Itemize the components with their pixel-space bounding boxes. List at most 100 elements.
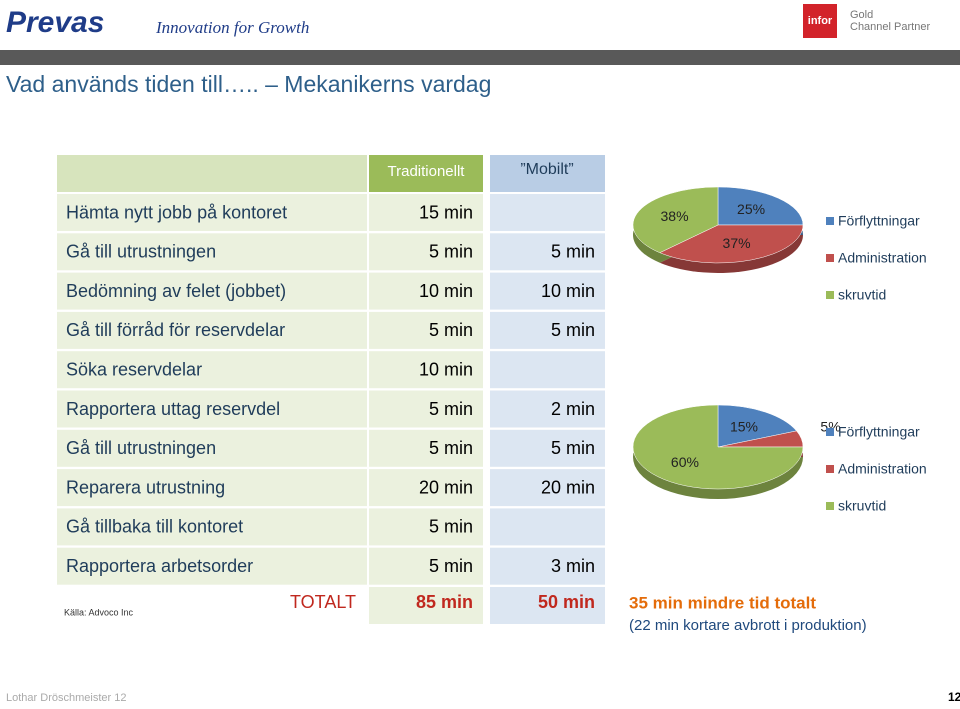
slice-label: 15% xyxy=(730,418,758,434)
header-cell xyxy=(490,155,605,192)
slice-label: 37% xyxy=(723,235,751,251)
trad-value: 20 min xyxy=(419,477,473,497)
trad-cell xyxy=(369,311,483,349)
partner-logo: infor xyxy=(808,15,833,27)
row-label: Rapportera uttag reservdel xyxy=(66,399,280,419)
legend-label: Förflyttningar xyxy=(838,424,920,440)
slice xyxy=(632,186,719,253)
label-cell xyxy=(57,311,367,349)
callout-headline: 35 min mindre tid totalt xyxy=(629,593,816,612)
row-label: Söka reservdelar xyxy=(66,359,202,379)
total-label: TOTALT xyxy=(290,592,356,612)
partner-logo-box xyxy=(803,4,837,38)
label-cell xyxy=(57,508,367,546)
trad-value: 10 min xyxy=(419,359,473,379)
row-label: Gå tillbaka till kontoret xyxy=(66,517,243,537)
column-header: ”Mobilt” xyxy=(520,161,573,178)
total-trad: 85 min xyxy=(416,592,473,612)
callout-note: (22 min kortare avbrott i produktion) xyxy=(629,617,867,634)
slice-label: 25% xyxy=(737,201,765,217)
header-cell xyxy=(369,155,483,192)
row-label: Gå till utrustningen xyxy=(66,242,216,262)
slice xyxy=(717,186,804,226)
mobile-cell xyxy=(490,587,605,624)
row-label: Reparera utrustning xyxy=(66,477,225,497)
trad-value: 5 min xyxy=(429,556,473,576)
slice-label: 60% xyxy=(671,454,699,470)
row-label: Bedömning av felet (jobbet) xyxy=(66,281,286,301)
total-mobile: 50 min xyxy=(538,592,595,612)
mobile-cell xyxy=(490,233,605,271)
slice xyxy=(717,404,797,448)
mobile-cell xyxy=(490,547,605,585)
label-cell xyxy=(57,272,367,310)
page-number: 12 xyxy=(948,690,960,704)
legend-label: skruvtid xyxy=(838,498,886,514)
mobile-value: 5 min xyxy=(551,438,595,458)
mobile-value: 20 min xyxy=(541,477,595,497)
header-bar xyxy=(0,50,960,65)
row-label: Gå till utrustningen xyxy=(66,438,216,458)
label-cell xyxy=(57,429,367,467)
partner-text: Gold xyxy=(850,9,873,21)
logo: Prevas xyxy=(6,6,104,39)
trad-cell xyxy=(369,547,483,585)
mobile-cell xyxy=(490,429,605,467)
trad-value: 5 min xyxy=(429,438,473,458)
trad-cell xyxy=(369,469,483,507)
legend-swatch xyxy=(826,465,834,473)
mobile-cell xyxy=(490,311,605,349)
trad-value: 15 min xyxy=(419,202,473,222)
row-label: Gå till förråd för reservdelar xyxy=(66,320,285,340)
legend-swatch xyxy=(826,502,834,510)
trad-cell xyxy=(369,233,483,271)
slide-title: Vad används tiden till….. – Mekanikerns … xyxy=(6,71,491,97)
legend-swatch xyxy=(826,254,834,262)
mobile-value: 3 min xyxy=(551,556,595,576)
row-label: Hämta nytt jobb på kontoret xyxy=(66,202,287,222)
trad-value: 10 min xyxy=(419,281,473,301)
mobile-cell xyxy=(490,390,605,428)
mobile-value: 5 min xyxy=(551,242,595,262)
trad-cell xyxy=(369,587,483,624)
row-label: Rapportera arbetsorder xyxy=(66,556,253,576)
legend-label: skruvtid xyxy=(838,287,886,303)
trad-cell xyxy=(369,390,483,428)
slice xyxy=(659,224,804,264)
tagline: Innovation for Growth xyxy=(155,18,309,37)
label-cell xyxy=(57,351,367,389)
footer-author: Lothar Dröschmeister 12 xyxy=(6,692,126,704)
label-cell xyxy=(57,469,367,507)
column-header: Traditionellt xyxy=(388,163,466,180)
mobile-cell xyxy=(490,194,605,231)
trad-cell xyxy=(369,508,483,546)
header-cell xyxy=(57,155,367,192)
mobile-value: 5 min xyxy=(551,320,595,340)
slice-label: 5% xyxy=(820,419,840,435)
mobile-value: 10 min xyxy=(541,281,595,301)
mobile-cell xyxy=(490,272,605,310)
mobile-value: 2 min xyxy=(551,399,595,419)
legend-swatch xyxy=(826,291,834,299)
legend-label: Administration xyxy=(838,461,927,477)
source: Källa: Advoco Inc xyxy=(64,607,134,617)
trad-cell xyxy=(369,351,483,389)
legend-swatch xyxy=(826,217,834,225)
mobile-cell xyxy=(490,469,605,507)
trad-value: 5 min xyxy=(429,399,473,419)
label-cell xyxy=(57,390,367,428)
label-cell xyxy=(57,233,367,271)
mobile-cell xyxy=(490,508,605,546)
partner-text: Channel Partner xyxy=(850,21,930,33)
slice-label: 38% xyxy=(661,208,689,224)
label-cell xyxy=(57,194,367,231)
trad-value: 5 min xyxy=(429,320,473,340)
trad-cell xyxy=(369,194,483,231)
trad-value: 5 min xyxy=(429,517,473,537)
mobile-cell xyxy=(490,351,605,389)
legend-swatch xyxy=(826,428,834,436)
slice xyxy=(632,404,804,490)
trad-value: 5 min xyxy=(429,242,473,262)
trad-cell xyxy=(369,429,483,467)
